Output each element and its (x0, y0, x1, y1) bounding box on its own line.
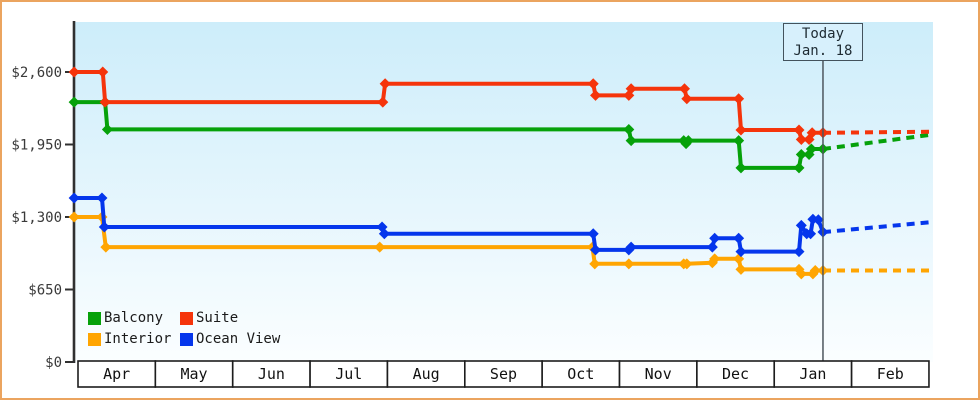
suite-marker (625, 83, 637, 95)
suite-forecast-line (822, 129, 933, 135)
legend-item-interior: Interior (88, 331, 180, 347)
suite-marker (590, 89, 602, 101)
month-label: Jun (258, 365, 285, 383)
suite-marker (377, 96, 389, 108)
legend-label: Suite (196, 310, 239, 326)
interior-marker (589, 258, 601, 270)
month-cell (77, 360, 157, 388)
interior-marker (733, 253, 745, 265)
ocean-view-marker (590, 244, 602, 256)
y-axis-label: $2,600 (11, 65, 62, 81)
ocean-view-marker (98, 221, 110, 233)
suite-marker (587, 78, 599, 90)
interior-marker (795, 268, 807, 280)
today-date: Jan. 18 (793, 43, 853, 59)
month-cell (696, 360, 776, 388)
interior-marker (623, 258, 635, 270)
y-axis-label: $1,300 (11, 210, 62, 226)
month-label: Jul (335, 365, 362, 383)
legend-label: Interior (104, 331, 172, 347)
ocean-view-marker (805, 228, 817, 240)
suite-marker (795, 133, 807, 145)
ocean-view-marker (68, 192, 80, 204)
y-axis-label: $1,950 (11, 138, 62, 154)
month-label: Feb (877, 365, 904, 383)
legend-item-balcony: Balcony (88, 310, 180, 326)
y-axis-label: $650 (28, 283, 62, 299)
ocean-view-marker (587, 228, 599, 240)
today-label: Today (801, 26, 845, 42)
ocean-view-marker (96, 192, 108, 204)
balcony-marker (733, 135, 745, 147)
interior-marker (68, 211, 80, 223)
balcony-swatch-icon (88, 311, 101, 325)
month-label: Dec (722, 365, 749, 383)
month-cell (463, 360, 543, 388)
ocean-view-swatch-icon (180, 332, 193, 346)
ocean-view-marker (625, 241, 637, 253)
month-label: Apr (103, 365, 130, 383)
suite-marker (679, 83, 691, 95)
month-cell (773, 360, 853, 388)
legend: Balcony Suite Interior Ocean View (88, 310, 280, 347)
interior-marker (374, 241, 386, 253)
interior-marker (735, 263, 747, 275)
month-cell (231, 360, 311, 388)
y-axis-label: $0 (45, 355, 62, 371)
balcony-forecast-line (822, 132, 934, 151)
suite-marker (733, 93, 745, 105)
interior-marker (809, 265, 821, 277)
suite-marker (68, 66, 80, 78)
suite-marker (793, 124, 805, 136)
balcony-marker (805, 143, 817, 155)
balcony-marker (795, 149, 807, 161)
month-cell (541, 360, 621, 388)
ocean-view-marker (735, 246, 747, 258)
month-label: Jan (799, 365, 826, 383)
ocean-view-marker (709, 232, 721, 244)
month-label: Oct (567, 365, 594, 383)
interior-marker (100, 241, 112, 253)
ocean-view-marker (812, 214, 824, 226)
interior-marker (681, 258, 693, 270)
ocean-view-marker (378, 228, 390, 240)
plot-background (75, 22, 933, 362)
month-label: May (180, 365, 207, 383)
month-label: Sep (490, 365, 517, 383)
balcony-marker (68, 96, 80, 108)
balcony-marker (623, 123, 635, 135)
legend-label: Balcony (104, 310, 164, 326)
ocean-view-marker (706, 241, 718, 253)
month-label: Aug (413, 365, 440, 383)
ocean-view-marker (793, 246, 805, 258)
month-cell (850, 360, 930, 388)
balcony-marker (625, 135, 637, 147)
legend-item-ocean-view: Ocean View (180, 331, 280, 347)
legend-label: Ocean View (196, 331, 281, 347)
balcony-marker (793, 162, 805, 174)
balcony-marker (682, 135, 694, 147)
ocean-view-marker (733, 232, 745, 244)
balcony-marker (101, 123, 113, 135)
suite-swatch-icon (180, 311, 193, 325)
suite-marker (681, 93, 693, 105)
suite-marker (806, 127, 818, 139)
suite-marker (97, 66, 109, 78)
month-cell (154, 360, 234, 388)
ocean-view-marker (795, 219, 807, 231)
interior-swatch-icon (88, 332, 101, 346)
suite-marker (735, 124, 747, 136)
suite-marker (99, 96, 111, 108)
month-cell (618, 360, 698, 388)
legend-item-suite: Suite (180, 310, 280, 326)
ocean-view-forecast-line (822, 220, 933, 235)
month-label: Nov (645, 365, 672, 383)
suite-marker (379, 78, 391, 90)
balcony-marker (735, 162, 747, 174)
interior-marker (709, 253, 721, 265)
today-annotation: Today Jan. 18 (782, 23, 863, 61)
